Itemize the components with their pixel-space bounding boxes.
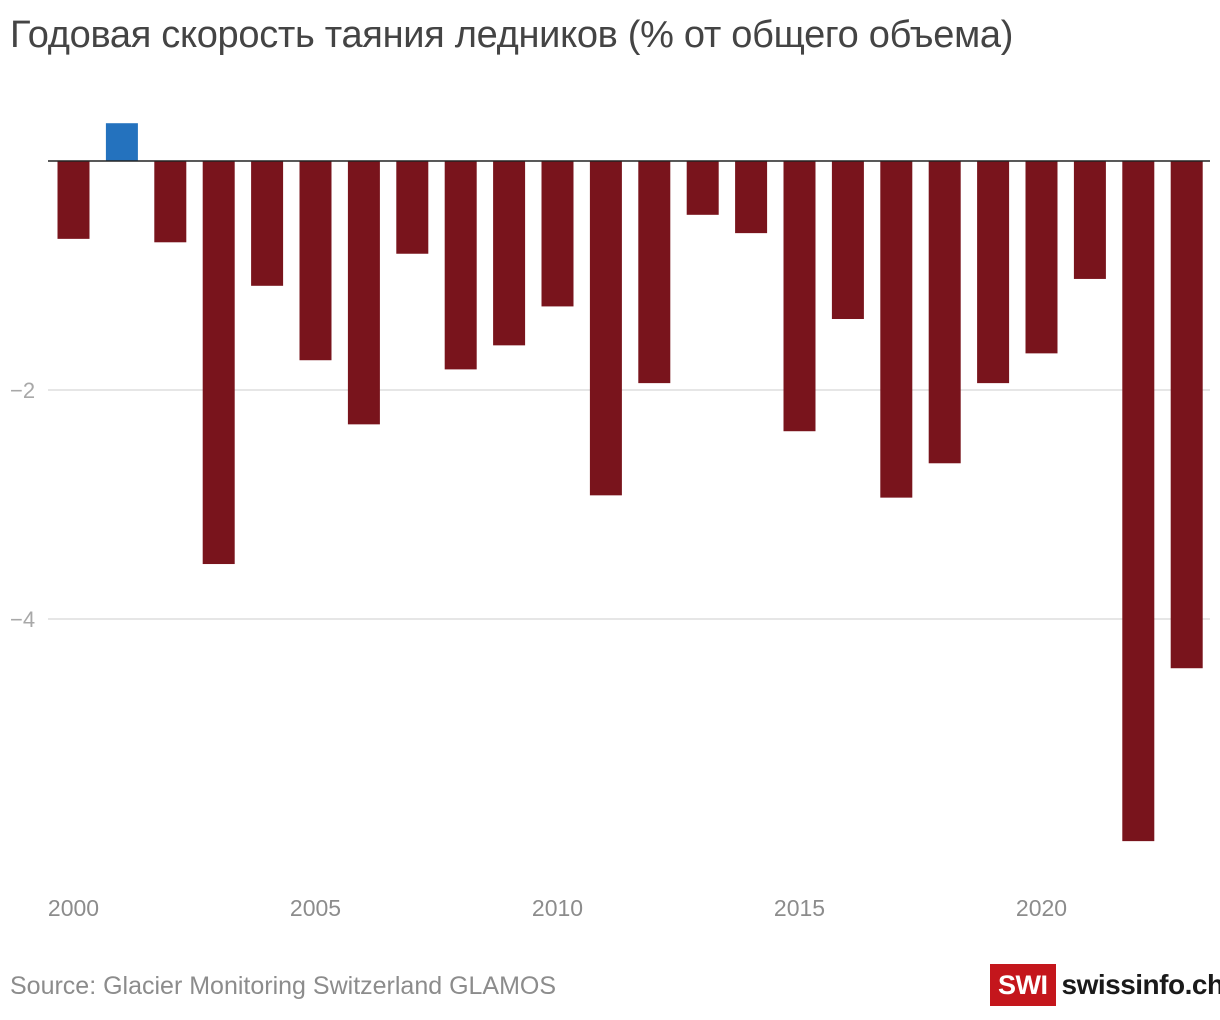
x-tick-label: 2015 <box>774 895 825 921</box>
bar-2015 <box>783 161 816 432</box>
bar-2016 <box>831 161 864 320</box>
bar-2004 <box>251 161 284 286</box>
bar-2005 <box>299 161 332 361</box>
bar-2012 <box>638 161 671 384</box>
bar-2020 <box>1025 161 1058 354</box>
x-tick-label: 2020 <box>1016 895 1067 921</box>
bar-2013 <box>686 161 719 215</box>
bars <box>57 123 1203 842</box>
x-axis-ticks: 2000 2005 2010 2015 2020 <box>48 895 1067 921</box>
swi-logo-mark: SWI <box>990 964 1056 1006</box>
bar-2007 <box>396 161 429 254</box>
bar-2010 <box>541 161 574 307</box>
bar-2022 <box>1122 161 1155 842</box>
bar-2006 <box>347 161 380 425</box>
y-tick-label: −2 <box>10 378 35 403</box>
y-axis-ticks: −2 −4 <box>10 378 35 632</box>
bar-2019 <box>977 161 1010 384</box>
bar-2023 <box>1170 161 1203 669</box>
swissinfo-logo[interactable]: SWI swissinfo.ch <box>990 964 1220 1006</box>
bar-2009 <box>493 161 526 346</box>
bar-2014 <box>735 161 768 234</box>
bar-2003 <box>202 161 235 565</box>
bar-2021 <box>1073 161 1106 279</box>
x-tick-label: 2005 <box>290 895 341 921</box>
bar-2017 <box>880 161 913 498</box>
bar-2000 <box>57 161 90 239</box>
chart-title: Годовая скорость таяния ледников (% от о… <box>10 14 1014 56</box>
x-tick-label: 2000 <box>48 895 99 921</box>
source-note: Source: Glacier Monitoring Switzerland G… <box>10 972 557 1000</box>
bar-chart: −2 −4 2000 2005 2010 2015 2020 <box>10 123 1210 921</box>
swissinfo-logo-text: swissinfo.ch <box>1061 969 1220 1000</box>
gridlines <box>48 389 1210 620</box>
bar-2001 <box>105 123 138 161</box>
bar-2008 <box>444 161 477 370</box>
bar-2018 <box>928 161 961 464</box>
y-tick-label: −4 <box>10 607 35 632</box>
x-tick-label: 2010 <box>532 895 583 921</box>
bar-2011 <box>589 161 622 496</box>
bar-2002 <box>154 161 187 243</box>
